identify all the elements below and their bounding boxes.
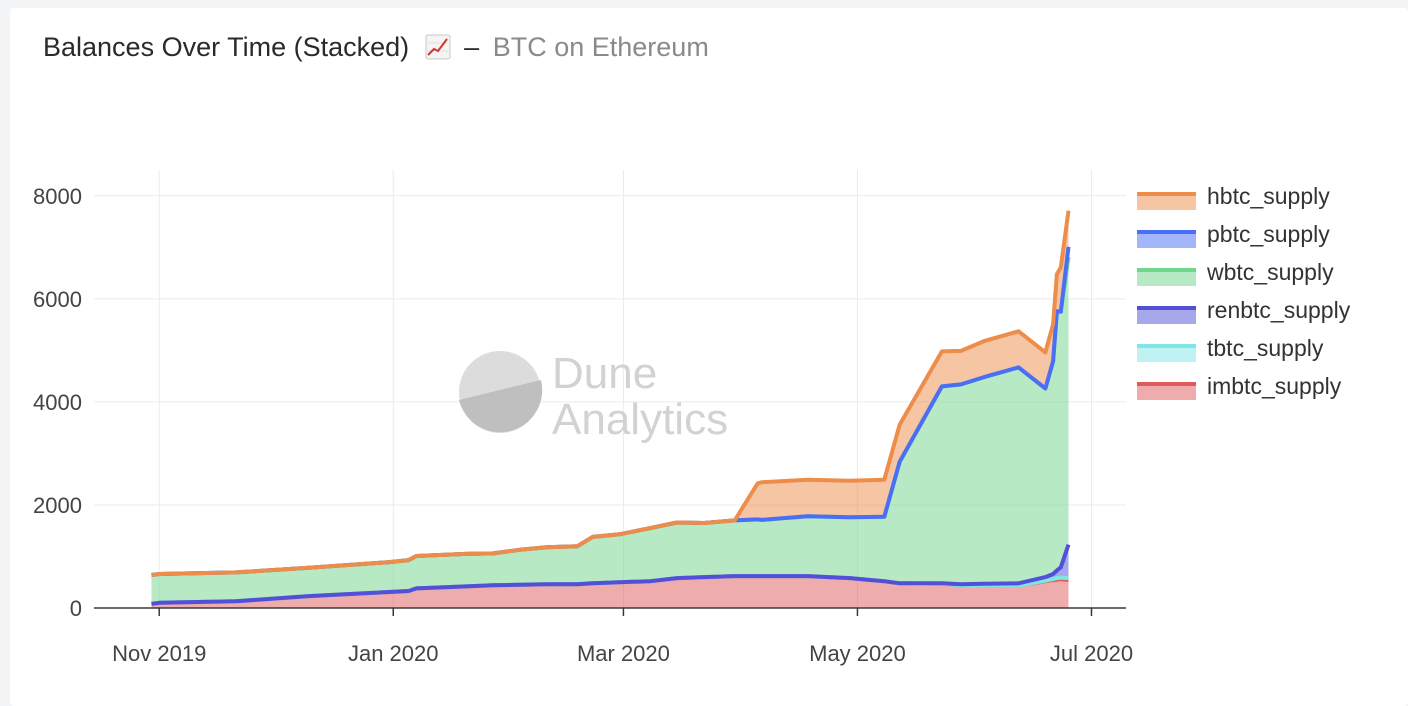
y-tick-label: 0 bbox=[70, 596, 82, 621]
watermark-text-line1: Dune bbox=[552, 349, 657, 398]
x-tick-label: May 2020 bbox=[809, 641, 906, 666]
legend-swatch bbox=[1137, 232, 1196, 248]
legend-item-renbtc_supply[interactable]: renbtc_supply bbox=[1137, 297, 1351, 324]
legend-label: hbtc_supply bbox=[1207, 183, 1330, 209]
lines bbox=[151, 210, 1071, 606]
x-tick-label: Nov 2019 bbox=[112, 641, 206, 666]
legend-swatch bbox=[1137, 308, 1196, 324]
x-tick-label: Jan 2020 bbox=[348, 641, 439, 666]
dune-analytics-watermark: Dune Analytics bbox=[459, 349, 728, 444]
hbtc_supply-line bbox=[151, 210, 1071, 577]
x-tick-label: Mar 2020 bbox=[577, 641, 670, 666]
chart-title: Balances Over Time (Stacked) bbox=[43, 32, 410, 62]
chart-increasing-icon bbox=[425, 34, 451, 60]
legend-label: wbtc_supply bbox=[1206, 259, 1334, 285]
legend-item-wbtc_supply[interactable]: wbtc_supply bbox=[1137, 259, 1334, 286]
watermark-logo-wedge bbox=[459, 380, 543, 433]
y-tick-label: 4000 bbox=[33, 390, 82, 415]
legend-item-hbtc_supply[interactable]: hbtc_supply bbox=[1137, 183, 1330, 210]
y-tick-label: 8000 bbox=[33, 184, 82, 209]
legend-item-imbtc_supply[interactable]: imbtc_supply bbox=[1137, 373, 1342, 400]
hbtc_supply-area bbox=[151, 210, 1069, 575]
chart-subtitle: BTC on Ethereum bbox=[492, 32, 709, 62]
legend-label: imbtc_supply bbox=[1207, 373, 1342, 399]
x-tick-label: Jul 2020 bbox=[1050, 641, 1133, 666]
title-separator: – bbox=[464, 32, 480, 62]
legend-label: tbtc_supply bbox=[1207, 335, 1324, 361]
legend-swatch bbox=[1137, 346, 1196, 362]
legend-swatch bbox=[1137, 384, 1196, 400]
legend-item-tbtc_supply[interactable]: tbtc_supply bbox=[1137, 335, 1324, 362]
axes: 0 2000 4000 6000 8000 Nov 2019 Jan 2020 Mar 202… bbox=[33, 184, 1133, 666]
legend-label: renbtc_supply bbox=[1207, 297, 1351, 323]
y-tick-label: 2000 bbox=[33, 493, 82, 518]
legend: hbtc_supply pbtc_supply wbtc_supply renbtc_… bbox=[1137, 183, 1351, 400]
y-tick-label: 6000 bbox=[33, 287, 82, 312]
legend-swatch bbox=[1137, 270, 1196, 286]
imbtc_supply-area bbox=[151, 576, 1069, 608]
legend-item-pbtc_supply[interactable]: pbtc_supply bbox=[1137, 221, 1330, 248]
renbtc_supply-line bbox=[151, 543, 1071, 606]
watermark-text-line2: Analytics bbox=[552, 395, 728, 444]
legend-label: pbtc_supply bbox=[1207, 221, 1330, 247]
chart-header: Balances Over Time (Stacked) – BTC on Et… bbox=[43, 32, 709, 63]
legend-swatch bbox=[1137, 194, 1196, 210]
